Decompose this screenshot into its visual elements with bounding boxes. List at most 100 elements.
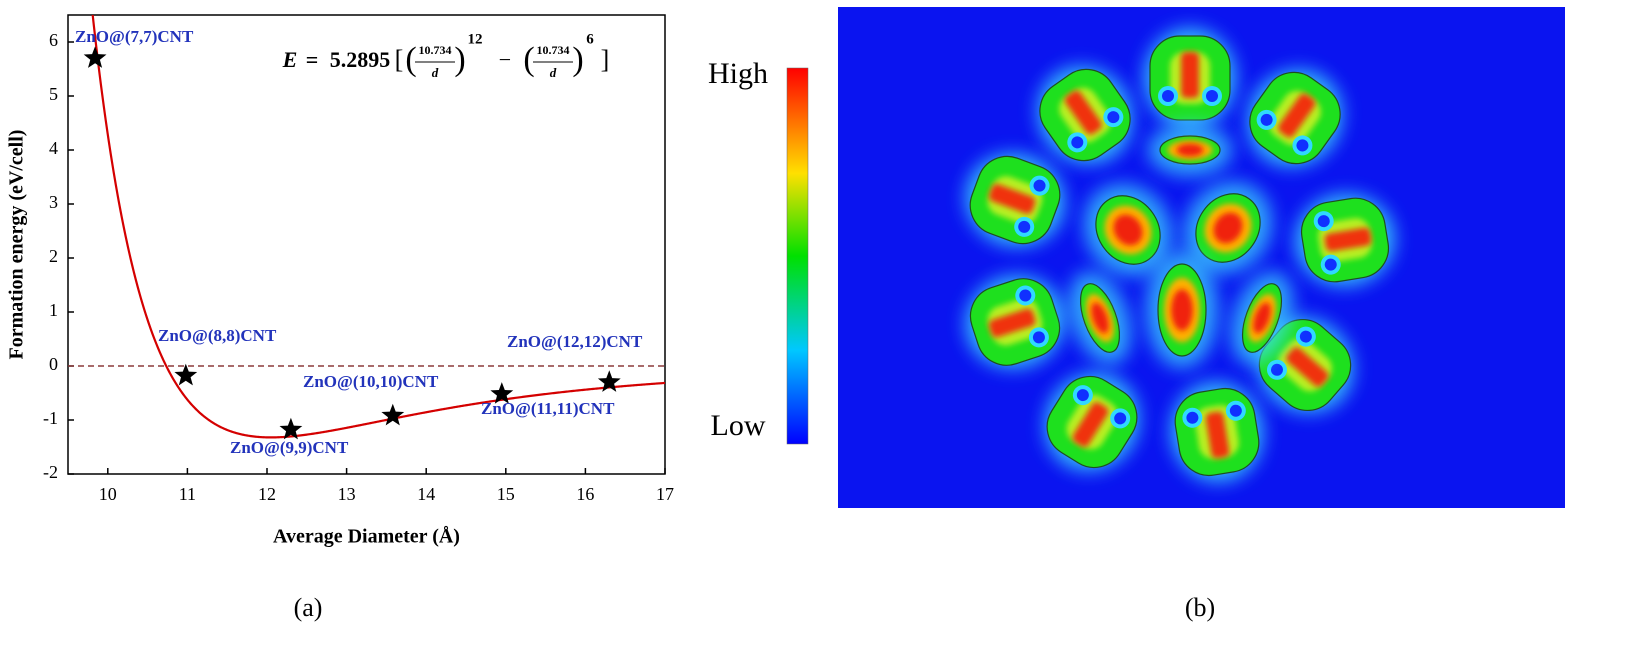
core-density xyxy=(1064,90,1102,135)
y-tick-label: 0 xyxy=(49,354,58,374)
equation-coefficient: 5.2895 xyxy=(330,47,391,72)
fit-curve xyxy=(91,15,665,439)
core-density xyxy=(1213,212,1243,244)
plot-area xyxy=(68,15,665,439)
inner-molecule xyxy=(1146,252,1218,368)
atom xyxy=(1019,289,1032,302)
colorbar xyxy=(786,67,809,445)
atom xyxy=(1107,111,1120,124)
core-density xyxy=(1286,347,1329,387)
data-point xyxy=(279,417,303,440)
data-point xyxy=(597,370,621,392)
atom xyxy=(1260,113,1273,126)
equation-equals: = xyxy=(306,47,319,72)
y-tick-label: 2 xyxy=(49,246,58,266)
atom xyxy=(1076,389,1089,402)
y-axis-label: Formation energy (eV/cell) xyxy=(6,130,28,360)
equation-paren: ) xyxy=(572,41,583,78)
y-tick-label: 3 xyxy=(49,192,58,212)
core-density xyxy=(988,183,1036,214)
colorbar-high: High xyxy=(708,57,768,90)
atom xyxy=(1206,90,1218,102)
atom xyxy=(1270,363,1283,376)
y-tick-label: 1 xyxy=(49,300,58,320)
core-density xyxy=(1324,227,1372,252)
atom xyxy=(1186,411,1199,424)
inner-molecule xyxy=(1183,181,1273,275)
equation-paren: ( xyxy=(405,41,416,78)
equation-sigma: 10.734 xyxy=(537,43,570,57)
atom xyxy=(1229,404,1242,417)
core-density xyxy=(1181,52,1199,98)
atom xyxy=(1162,90,1174,102)
molecule xyxy=(965,153,1065,247)
point-annotation: ZnO@(12,12)CNT xyxy=(507,332,643,351)
atom xyxy=(1317,215,1330,228)
core-density xyxy=(1278,93,1316,138)
point-annotation: ZnO@(11,11)CNT xyxy=(481,399,615,418)
caption: (a) xyxy=(294,593,323,622)
x-axis-label: Average Diameter (Å) xyxy=(273,525,460,548)
point-annotation: ZnO@(7,7)CNT xyxy=(75,27,194,46)
equation-exponent: 6 xyxy=(586,31,594,47)
inner-molecule xyxy=(1230,271,1294,365)
equation-paren: ( xyxy=(523,41,534,78)
molecule xyxy=(1144,28,1236,128)
y-tick-label: 5 xyxy=(49,84,58,104)
equation-variable: d xyxy=(550,65,557,80)
core-density xyxy=(1253,302,1271,334)
y-tick-label: -1 xyxy=(43,408,58,428)
colorbar-low: Low xyxy=(711,409,766,442)
point-annotation: ZnO@(9,9)CNT xyxy=(230,438,349,457)
molecule xyxy=(965,275,1065,369)
core-density xyxy=(1113,214,1143,246)
point-annotation: ZnO@(8,8)CNT xyxy=(158,326,277,345)
atom xyxy=(1296,139,1309,152)
core-density xyxy=(1072,402,1109,447)
x-tick-label: 10 xyxy=(99,484,117,504)
x-tick-label: 16 xyxy=(576,484,594,504)
x-tick-label: 17 xyxy=(656,484,674,504)
x-tick-label: 11 xyxy=(179,484,196,504)
molecule xyxy=(1037,66,1133,164)
equation-lhs: E xyxy=(282,47,298,72)
caption: (b) xyxy=(1185,593,1215,622)
equation-paren: ) xyxy=(454,41,465,78)
core-density xyxy=(988,308,1036,338)
core-density xyxy=(1091,302,1109,334)
data-point xyxy=(490,382,514,404)
data-point xyxy=(83,46,107,68)
x-tick-label: 13 xyxy=(338,484,356,504)
x-tick-label: 12 xyxy=(258,484,276,504)
atom xyxy=(1324,258,1337,271)
atom xyxy=(1033,179,1046,192)
core-density xyxy=(1171,289,1193,331)
data-point xyxy=(174,363,198,386)
atom xyxy=(1299,330,1312,343)
inner-molecule xyxy=(1148,124,1232,176)
equation-minus: − xyxy=(499,47,511,72)
molecule xyxy=(1044,373,1140,471)
core-density xyxy=(1176,143,1204,157)
inner-molecule xyxy=(1068,271,1132,365)
atom xyxy=(1032,331,1045,344)
equation-bracket: ] xyxy=(601,45,610,74)
plot-frame xyxy=(67,14,666,475)
atom xyxy=(1114,412,1127,425)
x-tick-label: 15 xyxy=(497,484,515,504)
y-tick-label: 6 xyxy=(49,30,58,50)
atom xyxy=(1071,136,1084,149)
molecule xyxy=(1295,193,1395,287)
density-map xyxy=(965,28,1395,482)
molecule xyxy=(1170,382,1264,482)
point-annotation: ZnO@(10,10)CNT xyxy=(303,372,439,391)
equation-bracket: [ xyxy=(395,45,404,74)
data-point xyxy=(381,403,405,426)
y-tick-label: -2 xyxy=(43,462,58,482)
y-tick-label: 4 xyxy=(49,138,58,158)
x-tick-label: 14 xyxy=(417,484,435,504)
inner-molecule xyxy=(1083,183,1173,277)
atom xyxy=(1018,220,1031,233)
molecule xyxy=(1247,69,1343,167)
